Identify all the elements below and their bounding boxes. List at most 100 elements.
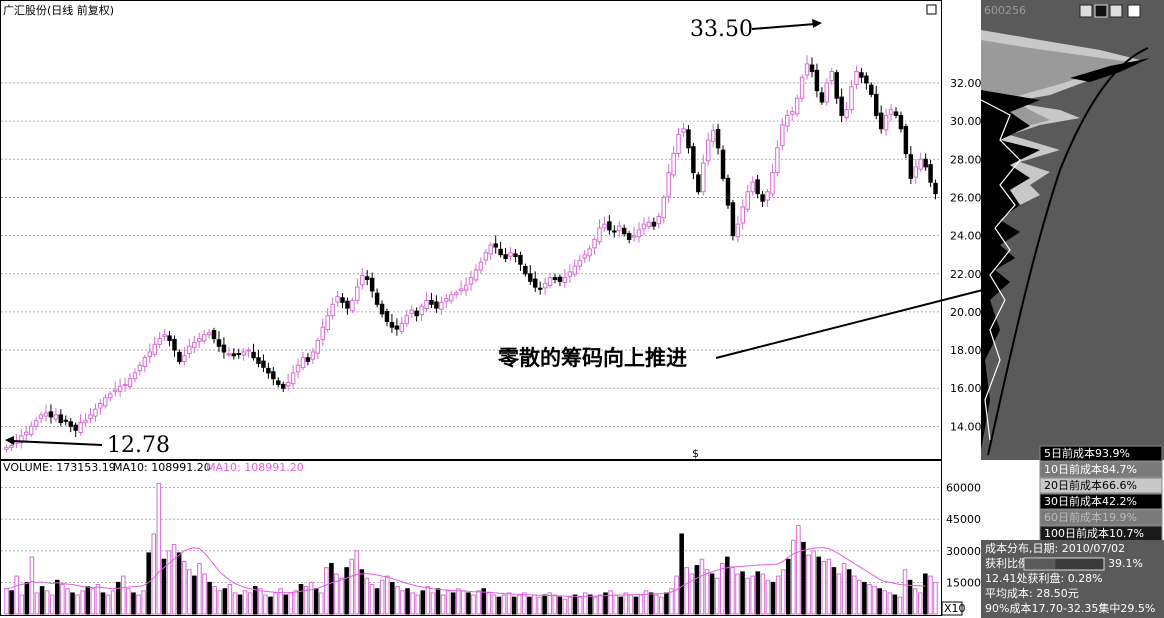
candle-body: [53, 414, 59, 420]
candle-body: [152, 343, 157, 355]
candle-body: [883, 114, 889, 131]
volume-bar: [349, 558, 354, 615]
volume-bar: [714, 577, 720, 615]
candle-body: [241, 351, 246, 356]
volume-bar: [765, 579, 771, 615]
volume-bar: [14, 575, 19, 615]
volume-bar: [577, 596, 583, 615]
candle-body: [592, 238, 597, 249]
volume-bar: [917, 592, 923, 615]
volume-bar: [902, 569, 908, 615]
candle-body: [928, 164, 933, 183]
candle-body: [187, 345, 192, 354]
candle-body: [503, 254, 508, 259]
candle-body: [68, 421, 73, 427]
volume-bar: [664, 592, 669, 615]
volume-bar: [339, 577, 344, 615]
toolbar-icon-4[interactable]: [1127, 4, 1141, 18]
candle-body: [488, 244, 493, 255]
panel-toggle-button[interactable]: [926, 4, 937, 15]
candle-body: [493, 243, 498, 248]
candle-body: [236, 353, 241, 355]
candle-body: [19, 435, 24, 444]
candle-body: [597, 227, 602, 243]
volume-bar: [562, 598, 568, 615]
volume-bar: [572, 594, 578, 615]
candle-body: [651, 221, 657, 227]
toolbar-icon-3[interactable]: [1109, 4, 1123, 18]
volume-bar: [105, 594, 111, 615]
volume-bar: [456, 588, 461, 615]
candle-body: [221, 344, 227, 353]
candle-body: [320, 326, 325, 340]
price-tick-label: 16.00: [950, 382, 982, 395]
chip-pointer: [715, 282, 1011, 359]
candle-body: [854, 71, 859, 85]
volume-ma10-value: MA10: 108991.20: [113, 461, 211, 474]
volume-bar: [324, 567, 329, 615]
candle-body: [38, 414, 44, 419]
volume-bar: [506, 592, 512, 615]
candle-body: [43, 412, 49, 417]
volume-bar: [471, 594, 476, 615]
price-tick-label: 24.00: [950, 230, 982, 243]
volume-bar: [816, 556, 821, 615]
candle-body: [903, 125, 909, 155]
volume-bar: [384, 575, 390, 615]
volume-bar: [923, 573, 928, 615]
candle-body: [340, 297, 345, 303]
volume-bar: [258, 588, 263, 615]
volume-bar: [263, 594, 268, 615]
stock-code: 600256: [984, 4, 1026, 17]
volume-bar: [796, 525, 801, 615]
volume-bar: [725, 556, 730, 615]
volume-bar: [334, 573, 339, 615]
candle-body: [533, 278, 538, 288]
candle-body: [513, 253, 518, 258]
volume-bar: [217, 590, 223, 615]
volume-bar: [369, 584, 375, 615]
cost-legend-swatch: [1039, 477, 1163, 494]
candle-body: [246, 349, 251, 352]
volume-panel-frame: [0, 460, 942, 616]
volume-bar: [278, 588, 283, 615]
candle-body: [740, 206, 746, 224]
candle-body: [755, 179, 760, 195]
volume-bar: [136, 594, 141, 615]
candle-body: [557, 276, 563, 282]
profit-ratio-label: 获利比例: [985, 556, 1029, 570]
volume-bar: [801, 541, 806, 615]
chart-title: 广汇股份(日线 前复权): [3, 3, 114, 17]
candle-body: [537, 287, 543, 290]
candle-body: [715, 129, 721, 149]
volume-bar: [268, 596, 273, 615]
volume-bar: [85, 586, 91, 615]
volume-bar: [176, 552, 182, 615]
candle-body: [379, 303, 385, 315]
candle-body: [78, 422, 83, 433]
candle-body: [681, 128, 686, 133]
cost-legend-swatch: [1039, 461, 1163, 478]
volume-bar: [75, 594, 80, 615]
volume-y-axis: 15000 30000 45000 60000: [946, 482, 981, 590]
volume-bar: [719, 562, 725, 615]
candle-body: [369, 277, 375, 292]
candle-body: [162, 334, 167, 337]
volume-bar: [740, 571, 745, 615]
volume-bar: [841, 562, 847, 615]
volume-bar: [826, 558, 832, 615]
volume-bar: [461, 590, 466, 615]
candle-body: [419, 305, 424, 316]
volume-bar: [567, 596, 573, 615]
candle-body: [696, 174, 701, 193]
toolbar-icon-2[interactable]: [1094, 4, 1108, 18]
price-tick-label: 26.00: [950, 191, 982, 204]
toolbar-icon-1[interactable]: [1079, 4, 1093, 18]
volume-bar: [400, 590, 405, 615]
zoom-button[interactable]: [941, 601, 963, 616]
volume-bar: [4, 588, 9, 615]
volume-bar: [785, 558, 791, 615]
candle-body: [745, 191, 750, 210]
candle-body: [226, 353, 232, 356]
